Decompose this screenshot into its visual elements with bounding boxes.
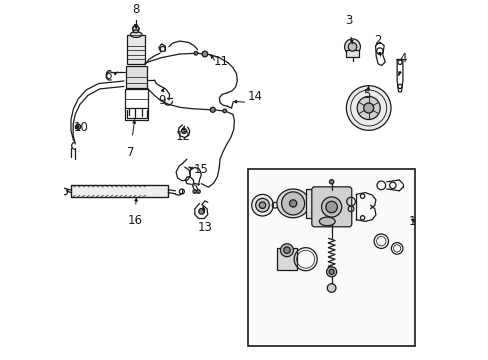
Circle shape (76, 124, 81, 129)
Circle shape (347, 42, 356, 51)
Bar (276, 248, 296, 270)
Text: 12: 12 (176, 130, 190, 143)
Circle shape (363, 103, 373, 113)
Text: 2: 2 (373, 34, 381, 47)
Circle shape (328, 269, 333, 274)
Text: 8: 8 (132, 3, 139, 16)
Circle shape (181, 129, 186, 134)
Circle shape (132, 26, 139, 32)
Circle shape (321, 197, 341, 217)
Circle shape (202, 51, 207, 57)
Text: 14: 14 (247, 90, 262, 103)
Bar (125, 89, 148, 108)
Circle shape (210, 107, 215, 112)
Text: 13: 13 (197, 221, 212, 234)
Text: 3: 3 (345, 14, 352, 27)
Circle shape (289, 200, 296, 207)
Circle shape (251, 194, 273, 216)
Circle shape (255, 198, 269, 212)
Circle shape (346, 86, 390, 130)
Text: 4: 4 (398, 52, 406, 65)
Text: 9: 9 (158, 94, 165, 107)
Text: 16: 16 (127, 214, 142, 227)
Text: 11: 11 (213, 55, 228, 68)
Bar (127, 35, 144, 64)
Ellipse shape (276, 189, 309, 218)
Text: 7: 7 (127, 146, 135, 159)
Ellipse shape (133, 30, 138, 33)
Circle shape (223, 109, 226, 113)
Ellipse shape (130, 32, 142, 37)
Bar (346, 50, 358, 57)
Circle shape (283, 247, 289, 253)
Text: 6: 6 (103, 69, 111, 82)
Circle shape (196, 190, 200, 193)
Text: 10: 10 (73, 121, 88, 134)
Bar (247, 169, 415, 346)
Ellipse shape (319, 217, 335, 226)
Circle shape (325, 201, 337, 213)
Ellipse shape (281, 192, 304, 215)
Circle shape (326, 267, 336, 277)
Bar (305, 189, 312, 218)
Circle shape (356, 96, 380, 120)
Bar (125, 66, 147, 88)
Bar (71, 185, 168, 197)
Circle shape (194, 51, 197, 55)
Circle shape (329, 180, 333, 184)
Text: 1: 1 (408, 215, 416, 228)
FancyBboxPatch shape (311, 187, 351, 227)
Text: 5: 5 (363, 88, 370, 101)
Circle shape (259, 202, 265, 208)
Text: 15: 15 (194, 163, 208, 176)
Circle shape (344, 39, 360, 55)
Circle shape (326, 284, 335, 292)
Circle shape (193, 190, 196, 193)
Circle shape (199, 208, 204, 214)
Circle shape (280, 244, 293, 257)
